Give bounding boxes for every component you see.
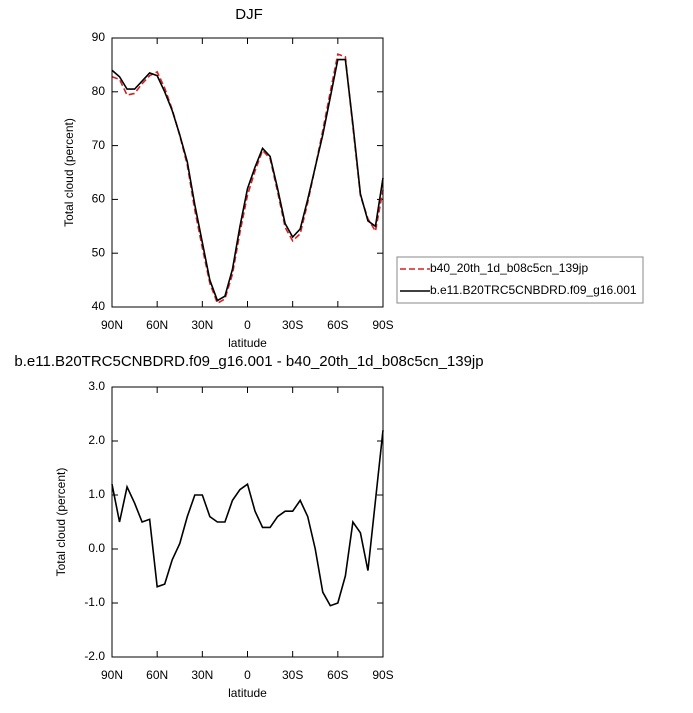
x-tick-label: 60S (327, 668, 348, 682)
y-axis-label: Total cloud (percent) (54, 468, 68, 577)
y-tick-label: 70 (92, 138, 106, 152)
y-tick-label: 40 (92, 299, 106, 313)
data-line (111, 430, 384, 607)
plot-frame (111, 386, 384, 658)
y-tick-label: 90 (92, 30, 106, 44)
x-tick-label: 0 (244, 668, 251, 682)
x-tick-label: 60S (327, 318, 348, 332)
y-tick-label: 50 (92, 245, 106, 259)
x-tick-label: 90S (372, 318, 393, 332)
x-axis-label: latitude (228, 686, 267, 700)
y-tick-label: 1.0 (88, 487, 105, 501)
x-tick-label: 60N (146, 668, 168, 682)
x-tick-label: 60N (146, 318, 168, 332)
y-tick-label: 80 (92, 84, 106, 98)
x-tick-label: 30S (282, 668, 303, 682)
x-tick-label: 30S (282, 318, 303, 332)
data-line (111, 53, 384, 305)
x-tick-label: 90S (372, 668, 393, 682)
chart-title: DJF (235, 6, 263, 23)
x-tick-label: 90N (101, 318, 123, 332)
legend-label: b40_20th_1d_b08c5cn_139jp (430, 261, 588, 275)
legend-box (396, 256, 644, 304)
legend-label: b.e11.B20TRC5CNBDRD.f09_g16.001 (430, 283, 637, 297)
x-tick-label: 0 (244, 318, 251, 332)
x-axis-label: latitude (228, 336, 267, 350)
y-tick-label: 0.0 (88, 541, 105, 555)
y-tick-label: 3.0 (88, 379, 105, 393)
y-axis-label: Total cloud (percent) (62, 118, 76, 227)
data-line (111, 58, 384, 302)
chart-title: b.e11.B20TRC5CNBDRD.f09_g16.001 - b40_20… (14, 353, 483, 370)
y-tick-label: -2.0 (84, 649, 105, 663)
x-tick-label: 90N (101, 668, 123, 682)
x-tick-label: 30N (191, 668, 213, 682)
x-tick-label: 30N (191, 318, 213, 332)
y-tick-label: -1.0 (84, 595, 105, 609)
y-tick-label: 2.0 (88, 433, 105, 447)
y-tick-label: 60 (92, 192, 106, 206)
plot-frame (111, 37, 384, 308)
